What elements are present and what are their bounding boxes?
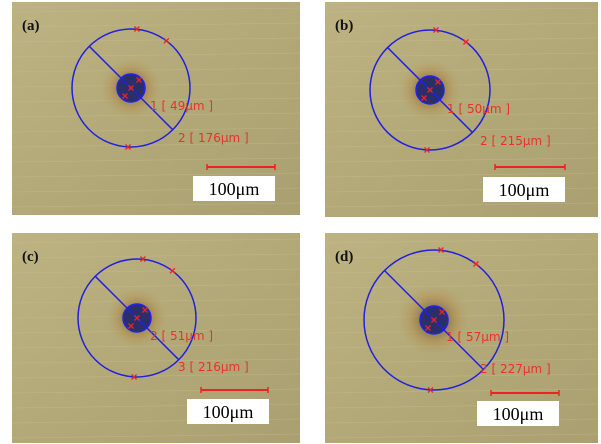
panel-label: (a) (22, 18, 40, 34)
panel: (a) 1 [ 49μm ] 2 [ 176μm ] 100μm (12, 2, 300, 215)
figure: (a) 1 [ 49μm ] 2 [ 176μm ] 100μm (b) 1 [ 50μm… (0, 0, 601, 444)
scale-label: 100μm (499, 180, 550, 200)
outer-measure: 2 [ 176μm ] (178, 131, 249, 145)
panel: (b) 1 [ 50μm ] 2 [ 215μm ] 100μm (325, 2, 598, 217)
outer-measure: 2 [ 227μm ] (480, 362, 551, 376)
scale-label: 100μm (493, 404, 544, 424)
outer-measure: 2 [ 215μm ] (480, 134, 551, 148)
panel-label: (d) (335, 249, 353, 265)
inner-measure: 1 [ 49μm ] (150, 99, 213, 113)
inner-measure: 1 [ 57μm ] (446, 330, 509, 344)
panel: (c) 2 [ 51μm ] 3 [ 216μm ] 100μm (12, 233, 300, 443)
panel: (d) 1 [ 57μm ] 2 [ 227μm ] 100μm (325, 233, 598, 443)
scale-label: 100μm (203, 402, 254, 422)
inner-measure: 1 [ 50μm ] (447, 102, 510, 116)
scale-label: 100μm (209, 179, 260, 199)
outer-measure: 3 [ 216μm ] (178, 360, 249, 374)
panel-label: (b) (335, 18, 353, 34)
inner-measure: 2 [ 51μm ] (150, 329, 213, 343)
panel-label: (c) (22, 249, 39, 265)
